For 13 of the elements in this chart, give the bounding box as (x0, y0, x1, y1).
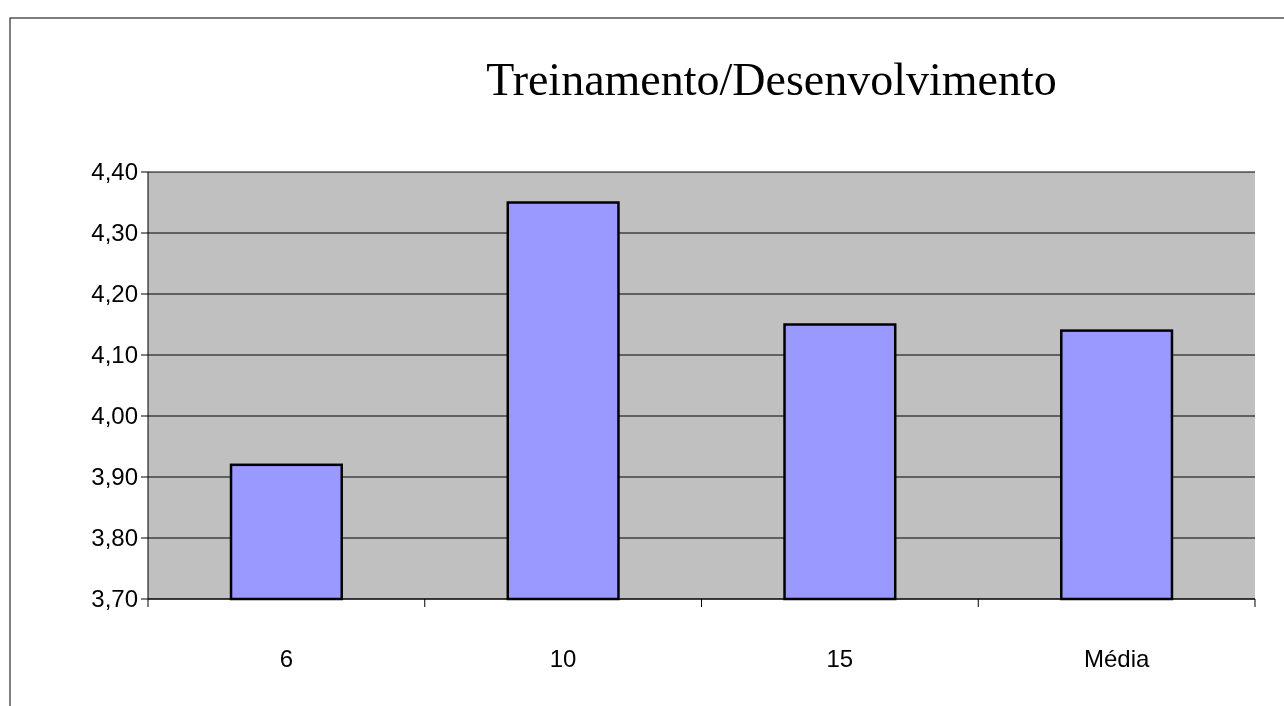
y-tick-label: 4,20 (91, 280, 138, 308)
y-tick-label: 3,90 (91, 463, 138, 491)
x-tick-label: 6 (279, 645, 294, 672)
x-tick-label: Média (1083, 645, 1150, 672)
x-tick-label: 15 (826, 645, 854, 672)
chart-title: Treinamento/Desenvolvimento (486, 54, 1057, 105)
y-tick-label: 3,80 (91, 524, 138, 552)
y-tick-label: 4,40 (91, 158, 138, 186)
y-tick-label: 3,70 (91, 585, 138, 613)
y-tick-label: 4,10 (91, 341, 138, 369)
x-tick-label: 10 (549, 645, 577, 672)
y-tick-label: 4,30 (91, 219, 138, 247)
y-tick-label: 4,00 (91, 402, 138, 430)
